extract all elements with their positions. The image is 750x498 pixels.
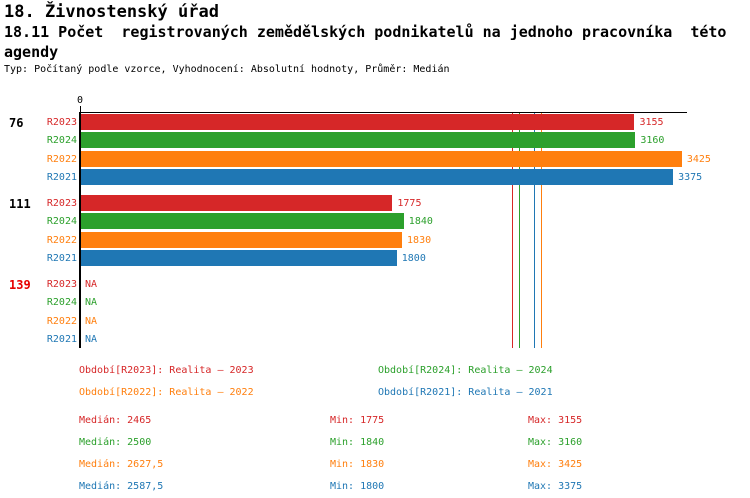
stat-median-r2022: Medián: 2627,5 xyxy=(79,459,164,470)
row-label: R2023 xyxy=(46,198,77,209)
row-label: R2024 xyxy=(46,297,77,309)
bar-value-label: 1840 xyxy=(408,216,433,228)
bar xyxy=(81,169,674,186)
x-axis-line xyxy=(80,112,687,113)
stat-median-r2023: Medián: 2465 xyxy=(79,415,152,426)
median-line-r2023 xyxy=(512,113,514,348)
y-axis-line xyxy=(79,112,81,348)
origin-tick-label: 0 xyxy=(76,95,84,106)
stat-max-r2021: Max: 3375 xyxy=(528,481,583,492)
bar-value-label: 1800 xyxy=(401,253,426,265)
stat-max-r2023: Max: 3155 xyxy=(528,415,583,426)
row-label: R2021 xyxy=(46,253,77,265)
bar xyxy=(81,231,403,248)
bar xyxy=(81,250,397,267)
bar-value-label: 1775 xyxy=(397,198,422,209)
grouped-bar-chart: 76 R2023 3155 R2024 3160 R2022 3425 R2021 3375 11… xyxy=(9,95,711,348)
stat-max-r2024: Max: 3160 xyxy=(528,437,583,448)
bar xyxy=(81,114,635,130)
bar xyxy=(81,195,393,211)
median-line-r2022 xyxy=(540,113,542,348)
row-label: R2022 xyxy=(46,234,77,246)
row-label: R2022 xyxy=(46,153,77,165)
row-label: R2024 xyxy=(46,135,77,147)
row-label: R2023 xyxy=(46,117,77,128)
origin-tick xyxy=(80,106,81,112)
indicator-title-line2: agendy xyxy=(4,43,59,61)
stat-min-r2021: Min: 1800 xyxy=(330,481,385,492)
median-line-r2024 xyxy=(518,113,520,348)
stat-median-r2021: Medián: 2587,5 xyxy=(79,481,164,492)
report-section-title: 18. Živnostenský úřad xyxy=(4,2,219,22)
bar-value-label: 3375 xyxy=(678,172,703,184)
na-label: NA xyxy=(85,315,98,327)
median-line-r2021 xyxy=(533,113,535,348)
group-label: 139 xyxy=(9,278,31,292)
indicator-title-line1: 18.11 Počet registrovaných zemědělských … xyxy=(4,23,727,41)
legend-item-r2024: Období[R2024]: Realita – 2024 xyxy=(378,365,553,376)
na-label: NA xyxy=(85,297,98,309)
stat-max-r2022: Max: 3425 xyxy=(528,459,583,470)
row-label: R2021 xyxy=(46,172,77,184)
row-label: R2021 xyxy=(46,334,77,346)
group-label: 111 xyxy=(9,197,31,211)
bar-value-label: 3155 xyxy=(639,117,664,128)
legend-item-r2023: Období[R2023]: Realita – 2023 xyxy=(79,365,254,376)
legend-item-r2022: Období[R2022]: Realita – 2022 xyxy=(79,387,254,398)
na-label: NA xyxy=(85,334,98,346)
stat-min-r2022: Min: 1830 xyxy=(330,459,385,470)
indicator-meta-line: Typ: Počítaný podle vzorce, Vyhodnocení:… xyxy=(4,64,450,75)
row-label: R2022 xyxy=(46,315,77,327)
bar-value-label: 1830 xyxy=(407,234,432,246)
bar xyxy=(81,150,682,167)
group-label: 76 xyxy=(9,116,24,130)
row-label: R2024 xyxy=(46,216,77,228)
row-label: R2023 xyxy=(46,279,77,290)
bar xyxy=(81,213,404,230)
stat-min-r2024: Min: 1840 xyxy=(330,437,385,448)
bar xyxy=(81,132,636,149)
legend-item-r2021: Období[R2021]: Realita – 2021 xyxy=(378,387,553,398)
stat-median-r2024: Medián: 2500 xyxy=(79,437,152,448)
bar-value-label: 3425 xyxy=(686,153,711,165)
stat-min-r2023: Min: 1775 xyxy=(330,415,385,426)
bar-value-label: 3160 xyxy=(640,135,665,147)
na-label: NA xyxy=(85,279,98,290)
